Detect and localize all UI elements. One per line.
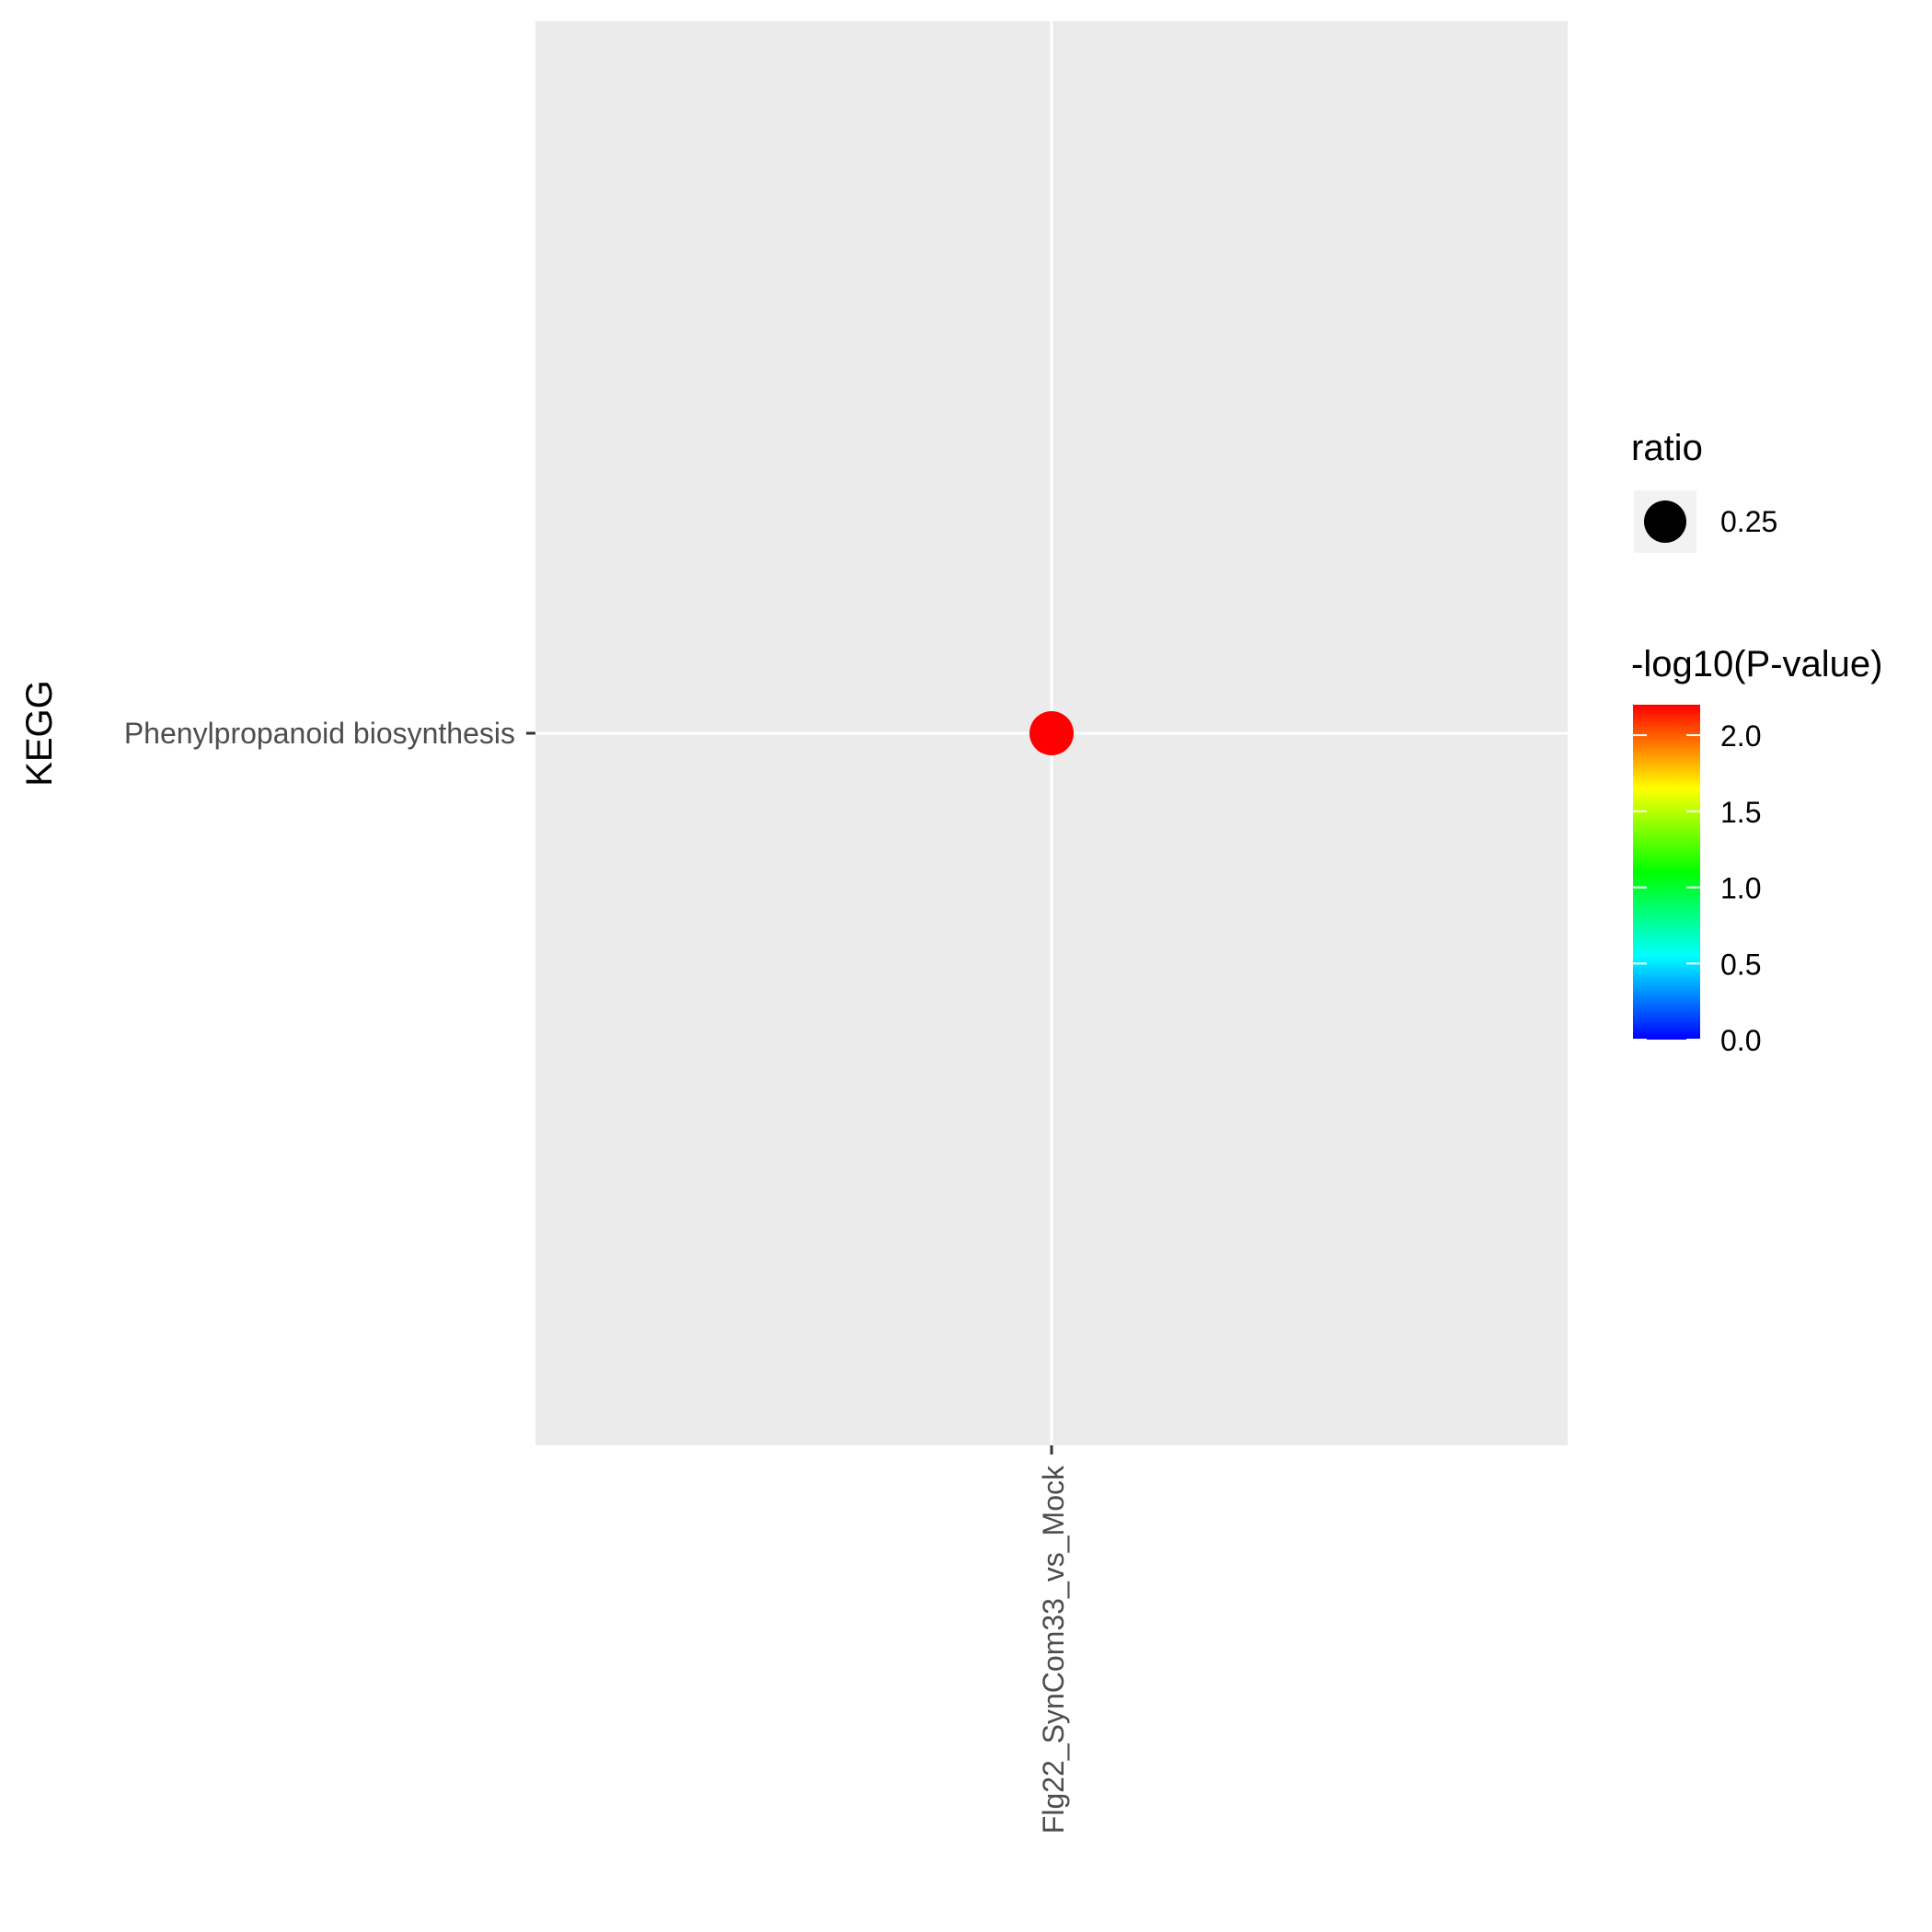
color-legend-title: -log10(P-value) <box>1631 644 1882 684</box>
y-axis-title: KEGG <box>19 680 60 787</box>
color-legend: 0.0 0.5 1.0 1.5 2.0 <box>1633 705 1761 1057</box>
data-point <box>1029 711 1074 755</box>
size-legend-title: ratio <box>1631 428 1703 468</box>
color-legend-label: 0.0 <box>1720 1024 1761 1057</box>
color-legend-label: 0.5 <box>1720 948 1761 981</box>
color-legend-label: 1.0 <box>1720 872 1761 905</box>
color-legend-label: 2.0 <box>1720 719 1761 753</box>
data-points <box>1029 711 1074 755</box>
size-legend-label: 0.25 <box>1720 505 1777 538</box>
y-tick-label: Phenylpropanoid biosynthesis <box>124 717 515 750</box>
color-bar <box>1633 705 1700 1040</box>
y-axis: Phenylpropanoid biosynthesis <box>124 717 535 750</box>
color-legend-label: 1.5 <box>1720 796 1761 829</box>
size-legend: 0.25 <box>1634 490 1777 553</box>
x-tick-label: Flg22_SynCom33_vs_Mock <box>1037 1465 1070 1834</box>
size-legend-dot <box>1644 500 1686 543</box>
x-axis: Flg22_SynCom33_vs_Mock <box>1037 1445 1070 1834</box>
